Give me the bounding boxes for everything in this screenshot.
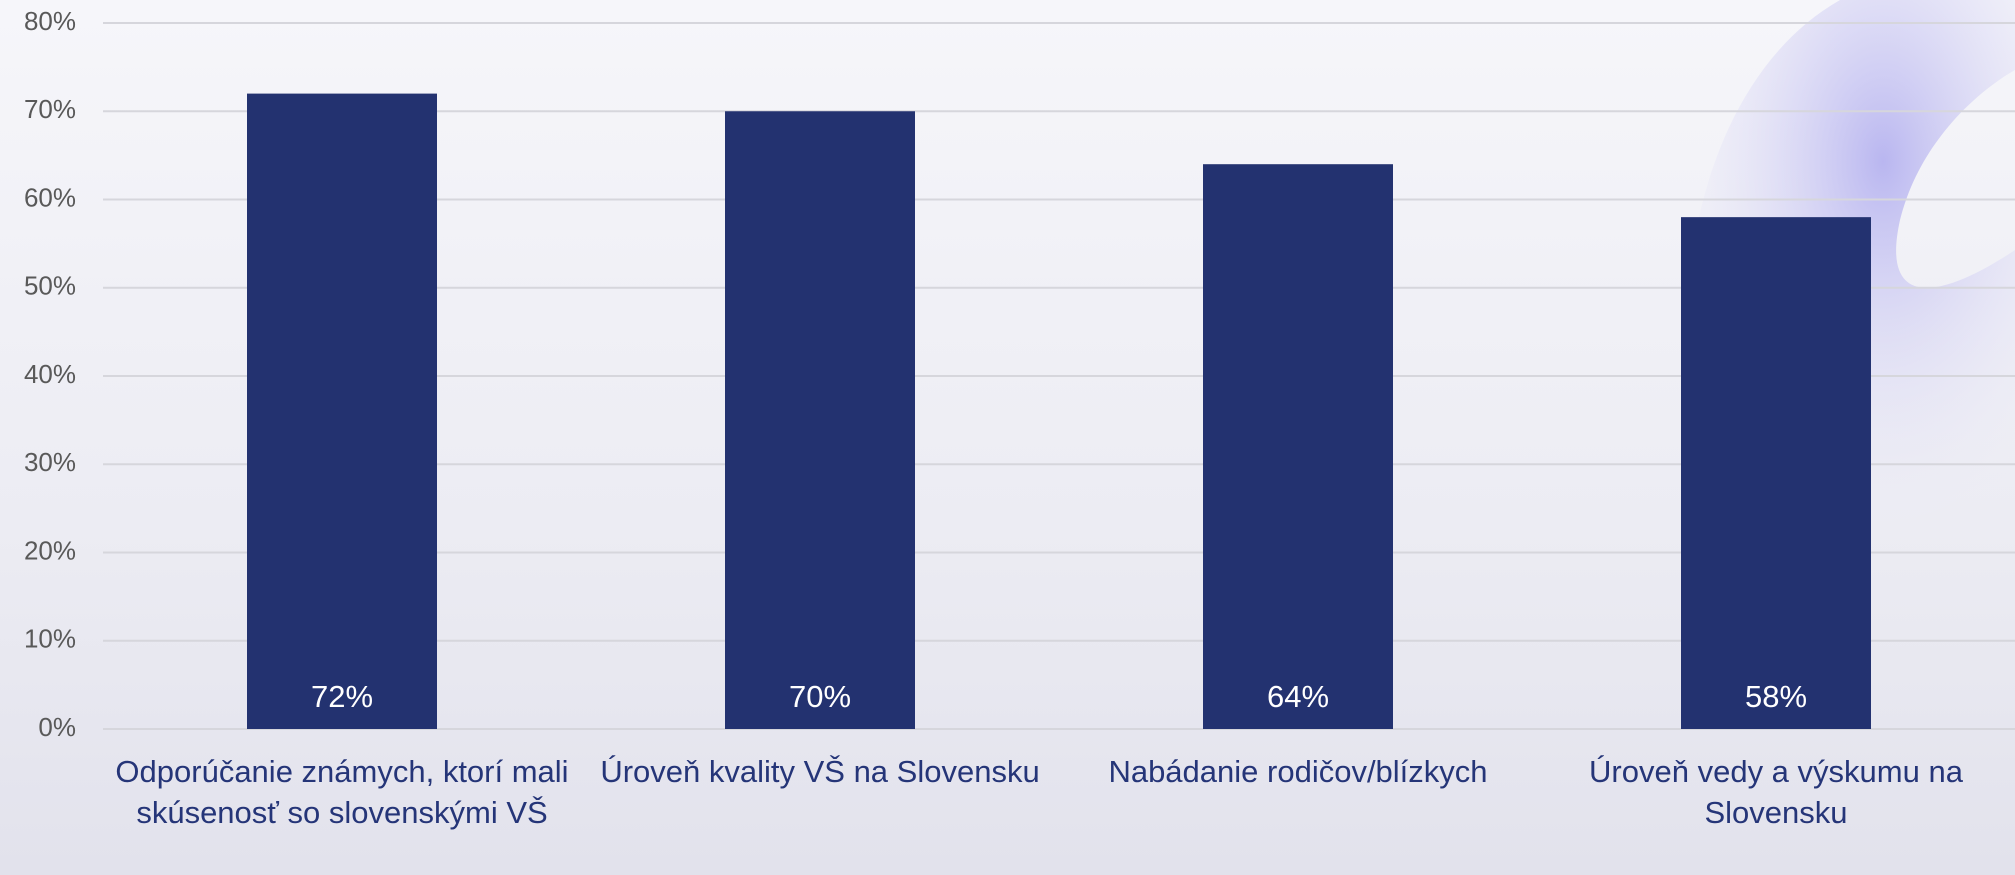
y-tick-label: 40% <box>24 359 76 389</box>
y-tick-label: 80% <box>24 6 76 36</box>
data-label: 64% <box>1267 679 1329 714</box>
y-tick-label: 50% <box>24 271 76 301</box>
y-tick-label: 20% <box>24 535 76 565</box>
y-tick-label: 30% <box>24 447 76 477</box>
y-tick-label: 60% <box>24 182 76 212</box>
data-label: 58% <box>1745 679 1807 714</box>
x-tick-label: Nabádanie rodičov/blízkych <box>1108 754 1488 789</box>
x-tick-label: Odporúčanie známych, ktorí mali skúsenos… <box>115 754 569 830</box>
bar <box>1203 164 1393 729</box>
data-label: 72% <box>311 679 373 714</box>
data-label: 70% <box>789 679 851 714</box>
y-tick-label: 70% <box>24 94 76 124</box>
x-tick-label: Úroveň kvality VŠ na Slovensku <box>600 754 1040 789</box>
x-tick-label: Úroveň vedy a výskumu na Slovensku <box>1589 754 1963 830</box>
bar <box>1681 217 1871 729</box>
bar <box>247 93 437 730</box>
bar <box>725 111 915 729</box>
y-tick-label: 10% <box>24 624 76 654</box>
y-tick-label: 0% <box>38 712 76 742</box>
